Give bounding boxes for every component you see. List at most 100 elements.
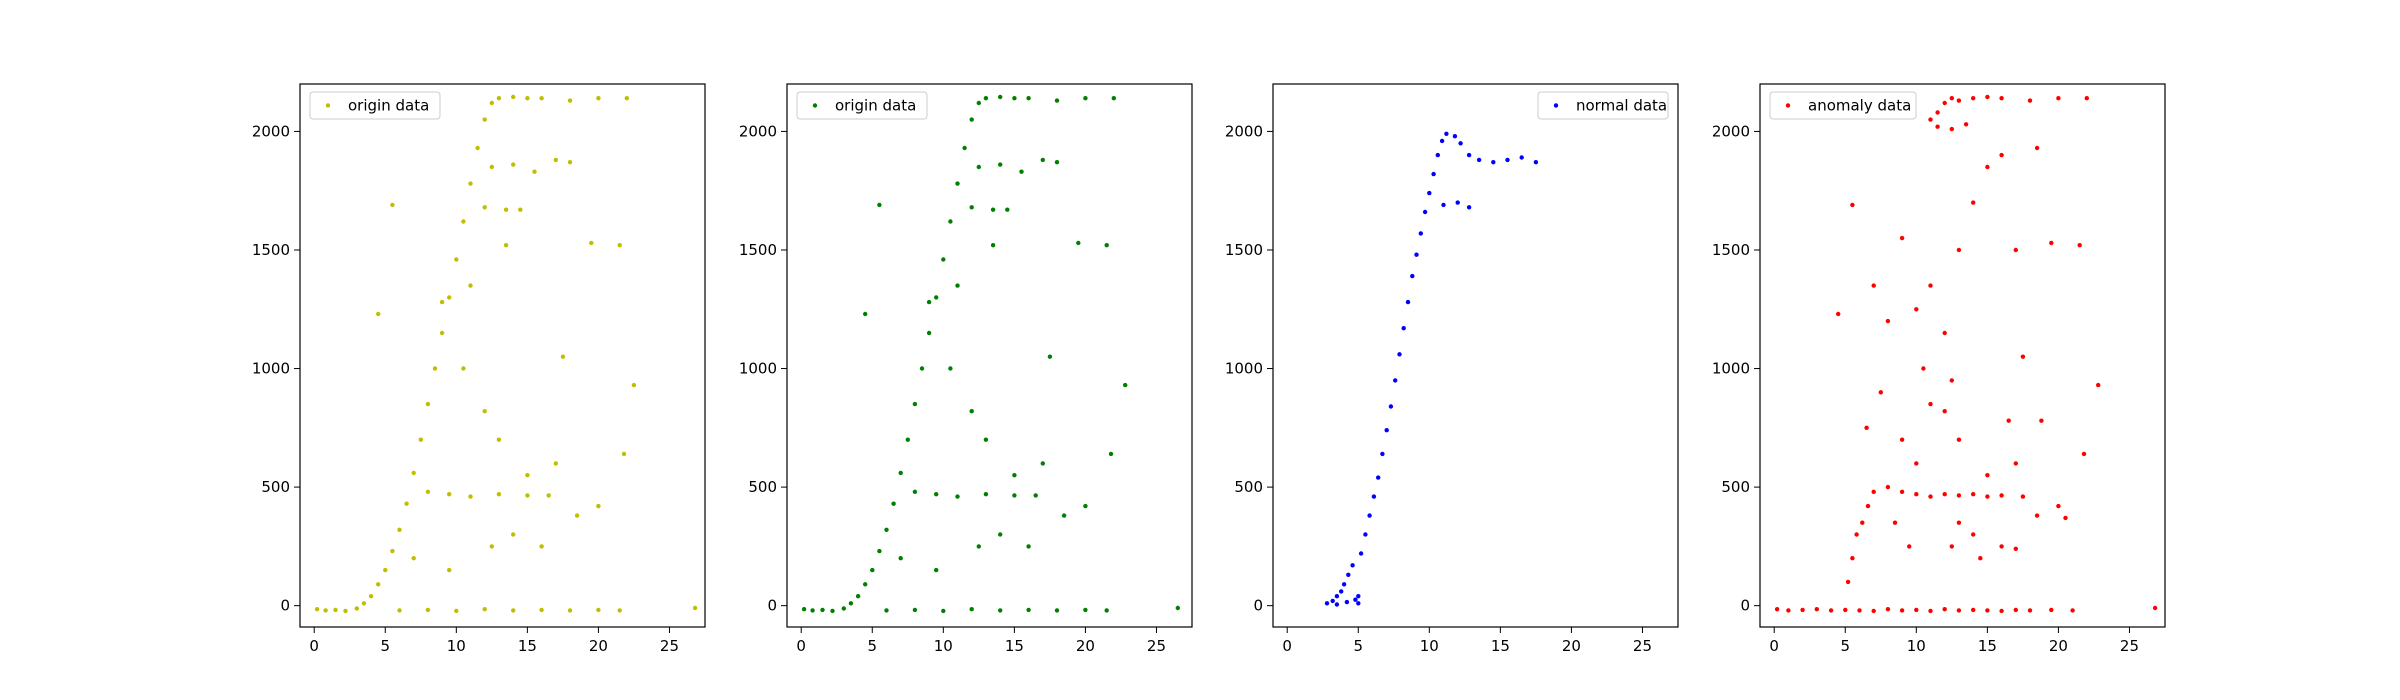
data-point [1928, 608, 1933, 614]
data-point [539, 544, 544, 549]
data-point [1928, 494, 1933, 499]
data-point [2084, 96, 2089, 101]
data-point [1971, 607, 1976, 613]
data-point [912, 489, 918, 494]
data-point [1458, 141, 1463, 146]
data-point [1899, 608, 1905, 613]
data-point [1012, 493, 1017, 498]
data-point [1865, 503, 1871, 509]
legend-marker [325, 103, 331, 108]
data-point [1971, 200, 1976, 205]
data-point [969, 205, 974, 210]
data-point [560, 354, 566, 359]
data-point [1026, 96, 1031, 101]
data-point [354, 606, 359, 611]
x-tick-label: 15 [518, 637, 537, 655]
data-point [1956, 608, 1962, 613]
data-point [539, 96, 544, 101]
data-point [1928, 117, 1933, 122]
data-point [2056, 503, 2061, 509]
data-point [1914, 492, 1919, 497]
data-point [1985, 494, 1990, 499]
data-point [2070, 608, 2075, 613]
data-point [919, 366, 925, 371]
data-point [1519, 155, 1524, 160]
chart-panel-2: 0 5 10 15 20 25 0 500 1000 1500 2000 origin data [739, 83, 1193, 655]
data-point [404, 501, 409, 506]
data-point [962, 145, 967, 151]
data-point [589, 240, 594, 246]
data-point [1026, 544, 1031, 549]
data-point [1422, 209, 1428, 215]
data-point [1012, 473, 1017, 478]
data-point [567, 608, 573, 613]
data-point [333, 607, 338, 613]
data-point [482, 607, 487, 612]
data-point [1774, 607, 1780, 612]
chart-panel-4: 0 5 10 15 20 25 0 500 1000 1500 2000 anomaly data [1712, 83, 2166, 655]
data-point [1061, 513, 1067, 518]
data-point [489, 164, 494, 170]
legend-label: anomaly data [1808, 97, 1911, 115]
data-point [2020, 494, 2026, 499]
x-tick-label: 20 [1076, 637, 1095, 655]
data-point [1083, 96, 1088, 101]
data-point [1431, 171, 1436, 177]
legend-box [309, 91, 441, 120]
data-point [1371, 494, 1377, 499]
legend-label: origin data [348, 97, 429, 115]
data-point [532, 169, 537, 174]
data-point [912, 607, 918, 613]
legend-label: origin data [835, 97, 916, 115]
data-point [1949, 378, 1955, 383]
data-point [1836, 311, 1841, 317]
data-point [1871, 283, 1876, 288]
data-point [1040, 157, 1046, 163]
legend-marker [1553, 103, 1559, 108]
data-point [1339, 589, 1344, 594]
data-point [955, 283, 960, 288]
data-point [983, 437, 989, 442]
data-point [820, 607, 825, 613]
legend: origin data [309, 91, 441, 120]
data-point [990, 243, 996, 248]
data-point [2013, 607, 2019, 613]
data-point [1334, 602, 1340, 607]
x-tick-label: 20 [589, 637, 608, 655]
y-tick-label: 0 [1740, 597, 1750, 615]
data-point [390, 548, 395, 554]
data-point [1949, 544, 1955, 549]
y-tick-label: 2000 [252, 122, 290, 140]
data-point [411, 470, 416, 476]
data-point [1175, 605, 1181, 611]
data-point [1814, 607, 1820, 612]
data-point [2152, 605, 2158, 611]
data-point [801, 607, 807, 612]
x-tick-label: 25 [660, 637, 679, 655]
data-point [1999, 96, 2004, 101]
x-tick-label: 20 [2049, 637, 2068, 655]
data-point [525, 473, 530, 478]
data-point [468, 494, 473, 499]
data-point [1942, 607, 1947, 612]
data-point [941, 608, 946, 614]
y-tick-label: 500 [748, 478, 777, 496]
data-point [1885, 607, 1891, 612]
data-point [998, 608, 1003, 613]
data-point [1466, 152, 1472, 158]
data-point [1397, 352, 1402, 357]
data-point [2020, 354, 2026, 359]
data-point [1935, 110, 1940, 115]
data-point [1914, 307, 1919, 312]
data-point [1388, 404, 1394, 409]
data-point [343, 608, 348, 614]
data-point [1843, 607, 1848, 613]
data-point [553, 461, 558, 466]
data-point [461, 219, 466, 224]
y-tick-label: 500 [1234, 478, 1263, 496]
x-tick-label: 10 [934, 637, 953, 655]
data-point [1942, 492, 1947, 497]
data-point [1985, 608, 1990, 613]
data-point [1108, 451, 1114, 457]
